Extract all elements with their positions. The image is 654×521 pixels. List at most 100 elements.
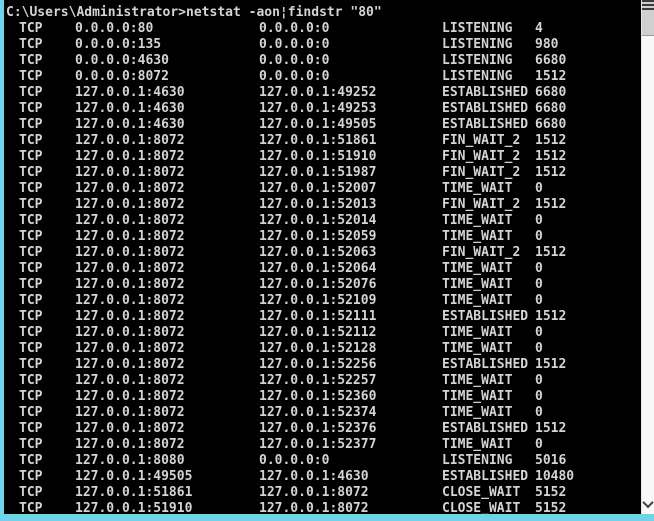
netstat-local: 127.0.0.1:8072 <box>75 149 185 164</box>
netstat-pid: 0 <box>535 229 543 244</box>
netstat-foreign: 127.0.0.1:52112 <box>259 325 377 340</box>
netstat-row: TCP 127.0.0.1:4630 127.0.0.1:49505 ESTABLIS… <box>4 117 641 133</box>
netstat-row: TCP 127.0.0.1:8072 127.0.0.1:52377 TIME_WAI… <box>4 437 641 453</box>
netstat-row: TCP 127.0.0.1:8080 0.0.0.0:0 LISTENING 5016 <box>4 453 641 469</box>
netstat-state: TIME_WAIT <box>442 277 513 292</box>
netstat-state: ESTABLISHED <box>442 117 529 132</box>
netstat-pid: 0 <box>535 277 543 292</box>
netstat-state: LISTENING <box>442 21 513 36</box>
netstat-pid: 0 <box>535 341 543 356</box>
netstat-local: 127.0.0.1:8072 <box>75 325 185 340</box>
netstat-foreign: 127.0.0.1:52109 <box>259 293 377 308</box>
netstat-pid: 0 <box>535 389 543 404</box>
netstat-pid: 0 <box>535 293 543 308</box>
command-line: C:\Users\Administrator>netstat -aon¦find… <box>6 5 382 20</box>
netstat-foreign: 127.0.0.1:52376 <box>259 421 377 436</box>
vertical-scrollbar[interactable] <box>641 0 654 514</box>
netstat-row: TCP 127.0.0.1:51910 127.0.0.1:8072 CLOSE_WA… <box>4 501 641 514</box>
netstat-pid: 0 <box>535 325 543 340</box>
netstat-local: 127.0.0.1:51910 <box>75 501 193 514</box>
netstat-local: 127.0.0.1:4630 <box>75 85 185 100</box>
netstat-row: TCP 127.0.0.1:8072 127.0.0.1:52111 ESTABLIS… <box>4 309 641 325</box>
netstat-foreign: 127.0.0.1:52257 <box>259 373 377 388</box>
netstat-pid: 4 <box>535 21 543 36</box>
netstat-foreign: 127.0.0.1:52014 <box>259 213 377 228</box>
netstat-proto: TCP <box>19 229 43 244</box>
netstat-local: 127.0.0.1:8072 <box>75 133 185 148</box>
netstat-proto: TCP <box>19 437 43 452</box>
console-output: TCP 0.0.0.0:80 0.0.0.0:0 LISTENING 4 TCP 0.0.0… <box>4 21 641 514</box>
netstat-pid: 0 <box>535 213 543 228</box>
netstat-proto: TCP <box>19 357 43 372</box>
netstat-pid: 1512 <box>535 309 567 324</box>
netstat-foreign: 127.0.0.1:52076 <box>259 277 377 292</box>
netstat-row: TCP 127.0.0.1:8072 127.0.0.1:52128 TIME_WAI… <box>4 341 641 357</box>
netstat-row: TCP 127.0.0.1:49505 127.0.0.1:4630 ESTABLIS… <box>4 469 641 485</box>
netstat-proto: TCP <box>19 149 43 164</box>
netstat-row: TCP 127.0.0.1:51861 127.0.0.1:8072 CLOSE_WA… <box>4 485 641 501</box>
netstat-row: TCP 127.0.0.1:8072 127.0.0.1:51861 FIN_WAIT… <box>4 133 641 149</box>
netstat-pid: 1512 <box>535 149 567 164</box>
netstat-state: TIME_WAIT <box>442 325 513 340</box>
netstat-pid: 0 <box>535 261 543 276</box>
netstat-local: 127.0.0.1:8072 <box>75 309 185 324</box>
netstat-proto: TCP <box>19 485 43 500</box>
netstat-foreign: 127.0.0.1:52111 <box>259 309 377 324</box>
netstat-foreign: 127.0.0.1:51910 <box>259 149 377 164</box>
netstat-state: CLOSE_WAIT <box>442 485 521 500</box>
netstat-proto: TCP <box>19 101 43 116</box>
netstat-row: TCP 127.0.0.1:8072 127.0.0.1:52063 FIN_WAIT… <box>4 245 641 261</box>
netstat-pid: 6680 <box>535 101 567 116</box>
netstat-foreign: 0.0.0.0:0 <box>259 21 330 36</box>
netstat-proto: TCP <box>19 21 43 36</box>
netstat-local: 0.0.0.0:135 <box>75 37 162 52</box>
netstat-local: 127.0.0.1:8072 <box>75 165 185 180</box>
netstat-row: TCP 127.0.0.1:8072 127.0.0.1:52376 ESTABLIS… <box>4 421 641 437</box>
netstat-row: TCP 127.0.0.1:8072 127.0.0.1:51910 FIN_WAIT… <box>4 149 641 165</box>
netstat-foreign: 127.0.0.1:52063 <box>259 245 377 260</box>
netstat-foreign: 127.0.0.1:52360 <box>259 389 377 404</box>
netstat-row: TCP 127.0.0.1:8072 127.0.0.1:52007 TIME_WAI… <box>4 181 641 197</box>
netstat-foreign: 127.0.0.1:49253 <box>259 101 377 116</box>
netstat-pid: 0 <box>535 405 543 420</box>
netstat-foreign: 127.0.0.1:52059 <box>259 229 377 244</box>
netstat-proto: TCP <box>19 293 43 308</box>
netstat-pid: 1512 <box>535 165 567 180</box>
netstat-state: ESTABLISHED <box>442 421 529 436</box>
netstat-row: TCP 127.0.0.1:8072 127.0.0.1:52064 TIME_WAI… <box>4 261 641 277</box>
netstat-state: CLOSE_WAIT <box>442 501 521 514</box>
netstat-proto: TCP <box>19 181 43 196</box>
netstat-state: TIME_WAIT <box>442 261 513 276</box>
netstat-local: 127.0.0.1:8072 <box>75 341 185 356</box>
netstat-state: TIME_WAIT <box>442 373 513 388</box>
netstat-local: 127.0.0.1:51861 <box>75 485 193 500</box>
netstat-state: TIME_WAIT <box>442 229 513 244</box>
netstat-local: 127.0.0.1:8072 <box>75 277 185 292</box>
netstat-proto: TCP <box>19 53 43 68</box>
netstat-state: LISTENING <box>442 69 513 84</box>
netstat-state: ESTABLISHED <box>442 309 529 324</box>
netstat-row: TCP 127.0.0.1:8072 127.0.0.1:52013 FIN_WAIT… <box>4 197 641 213</box>
netstat-state: FIN_WAIT_2 <box>442 133 521 148</box>
netstat-proto: TCP <box>19 85 43 100</box>
netstat-state: ESTABLISHED <box>442 101 529 116</box>
netstat-row: TCP 127.0.0.1:8072 127.0.0.1:52109 TIME_WAI… <box>4 293 641 309</box>
netstat-foreign: 127.0.0.1:52374 <box>259 405 377 420</box>
netstat-local: 127.0.0.1:4630 <box>75 101 185 116</box>
netstat-local: 127.0.0.1:4630 <box>75 117 185 132</box>
scroll-down-button[interactable] <box>642 494 654 514</box>
netstat-row: TCP 127.0.0.1:8072 127.0.0.1:52257 TIME_WAI… <box>4 373 641 389</box>
scrollbar-thumb[interactable] <box>642 0 654 36</box>
netstat-pid: 1512 <box>535 69 567 84</box>
netstat-local: 127.0.0.1:8072 <box>75 245 185 260</box>
netstat-pid: 0 <box>535 373 543 388</box>
netstat-state: TIME_WAIT <box>442 181 513 196</box>
netstat-state: ESTABLISHED <box>442 85 529 100</box>
netstat-foreign: 0.0.0.0:0 <box>259 453 330 468</box>
console-screen: C:\Users\Administrator>netstat -aon¦find… <box>4 0 641 514</box>
netstat-state: LISTENING <box>442 37 513 52</box>
netstat-local: 127.0.0.1:8072 <box>75 405 185 420</box>
netstat-foreign: 127.0.0.1:52128 <box>259 341 377 356</box>
netstat-state: TIME_WAIT <box>442 213 513 228</box>
netstat-local: 127.0.0.1:8072 <box>75 261 185 276</box>
